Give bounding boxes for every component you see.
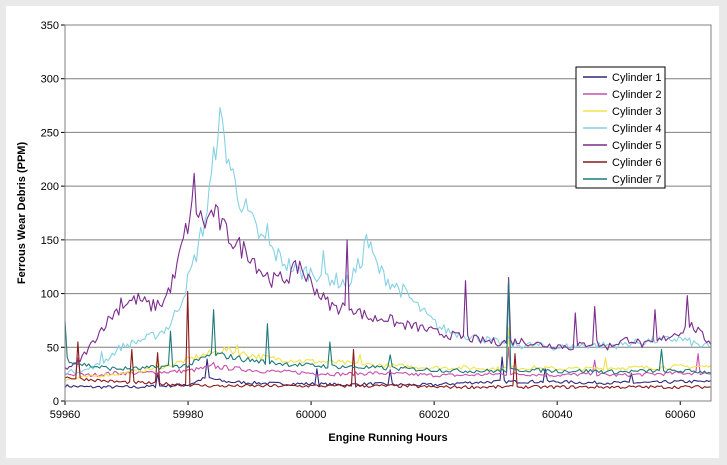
y-tick-label: 200 [41,181,59,193]
legend-label: Cylinder 7 [612,174,662,186]
legend-label: Cylinder 5 [612,140,662,152]
series-line-6 [64,290,712,390]
x-tick-label: 59960 [50,409,81,421]
x-axis-title: Engine Running Hours [328,432,447,444]
series-line-7 [64,280,712,375]
y-tick-label: 300 [41,74,59,86]
y-tick-label: 0 [53,396,59,408]
legend-box [575,66,666,189]
plot-area-border [64,24,712,402]
series-line-5 [64,172,712,370]
x-tick-label: 60060 [665,409,696,421]
y-tick-label: 350 [41,20,59,32]
legend-label: Cylinder 1 [612,72,662,84]
legend-label: Cylinder 2 [612,89,662,101]
chart-frame: 0 50 100 150 200 250 300 350 59960 59980 60000 600… [6,6,719,458]
legend-label: Cylinder 6 [612,157,662,169]
y-tick-label: 50 [47,342,59,354]
x-tick-label: 60020 [419,409,450,421]
y-tick-label: 100 [41,289,59,301]
y-axis-title: Ferrous Wear Debris (PPM) [16,142,28,285]
x-tick-label: 60040 [542,409,573,421]
y-tick-label: 150 [41,235,59,247]
chart-legend: Cylinder 1 Cylinder 2 Cylinder 3 Cylinder 4… [575,66,666,189]
legend-label: Cylinder 4 [612,123,662,135]
x-tick-label: 59980 [173,409,204,421]
y-tick-label: 250 [41,127,59,139]
x-tick-label: 60000 [296,409,327,421]
wear-debris-line-chart: 0 50 100 150 200 250 300 350 59960 59980 60000 600… [16,20,712,444]
series-line-4 [64,107,712,375]
legend-label: Cylinder 3 [612,106,662,118]
